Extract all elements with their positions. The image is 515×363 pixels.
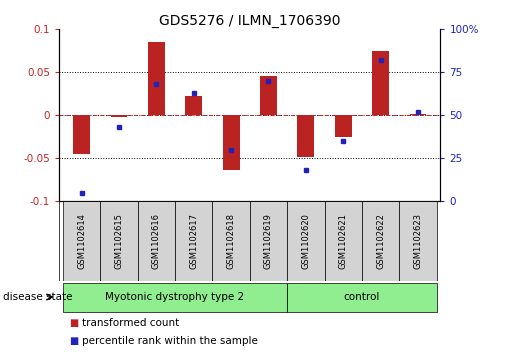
Text: percentile rank within the sample: percentile rank within the sample bbox=[82, 336, 259, 346]
Bar bbox=[287, 283, 437, 312]
Text: GSM1102615: GSM1102615 bbox=[114, 213, 124, 269]
Text: GSM1102616: GSM1102616 bbox=[152, 213, 161, 269]
Text: GSM1102619: GSM1102619 bbox=[264, 213, 273, 269]
Title: GDS5276 / ILMN_1706390: GDS5276 / ILMN_1706390 bbox=[159, 14, 340, 28]
Text: GSM1102622: GSM1102622 bbox=[376, 213, 385, 269]
Bar bbox=[138, 201, 175, 281]
Text: disease state: disease state bbox=[3, 292, 72, 302]
Bar bbox=[63, 283, 287, 312]
Bar bbox=[175, 201, 212, 281]
Bar bbox=[297, 115, 314, 157]
Text: Myotonic dystrophy type 2: Myotonic dystrophy type 2 bbox=[106, 292, 245, 302]
Bar bbox=[250, 201, 287, 281]
Bar bbox=[63, 201, 100, 281]
Bar bbox=[148, 42, 165, 115]
Text: transformed count: transformed count bbox=[82, 318, 180, 328]
Text: GSM1102620: GSM1102620 bbox=[301, 213, 311, 269]
Text: GSM1102623: GSM1102623 bbox=[414, 213, 422, 269]
Bar bbox=[260, 76, 277, 115]
Bar bbox=[73, 115, 90, 154]
Bar bbox=[222, 115, 239, 170]
Bar bbox=[324, 201, 362, 281]
Text: GSM1102614: GSM1102614 bbox=[77, 213, 86, 269]
Bar bbox=[409, 114, 426, 115]
Bar bbox=[372, 50, 389, 115]
Bar bbox=[185, 96, 202, 115]
Bar bbox=[212, 201, 250, 281]
Text: GSM1102621: GSM1102621 bbox=[339, 213, 348, 269]
Text: ■: ■ bbox=[70, 336, 79, 346]
Bar bbox=[100, 201, 138, 281]
Text: GSM1102617: GSM1102617 bbox=[189, 213, 198, 269]
Text: GSM1102618: GSM1102618 bbox=[227, 213, 235, 269]
Bar bbox=[362, 201, 399, 281]
Text: control: control bbox=[344, 292, 380, 302]
Bar bbox=[335, 115, 352, 137]
Bar bbox=[399, 201, 437, 281]
Text: ■: ■ bbox=[70, 318, 79, 328]
Bar bbox=[287, 201, 324, 281]
Bar bbox=[111, 115, 127, 117]
